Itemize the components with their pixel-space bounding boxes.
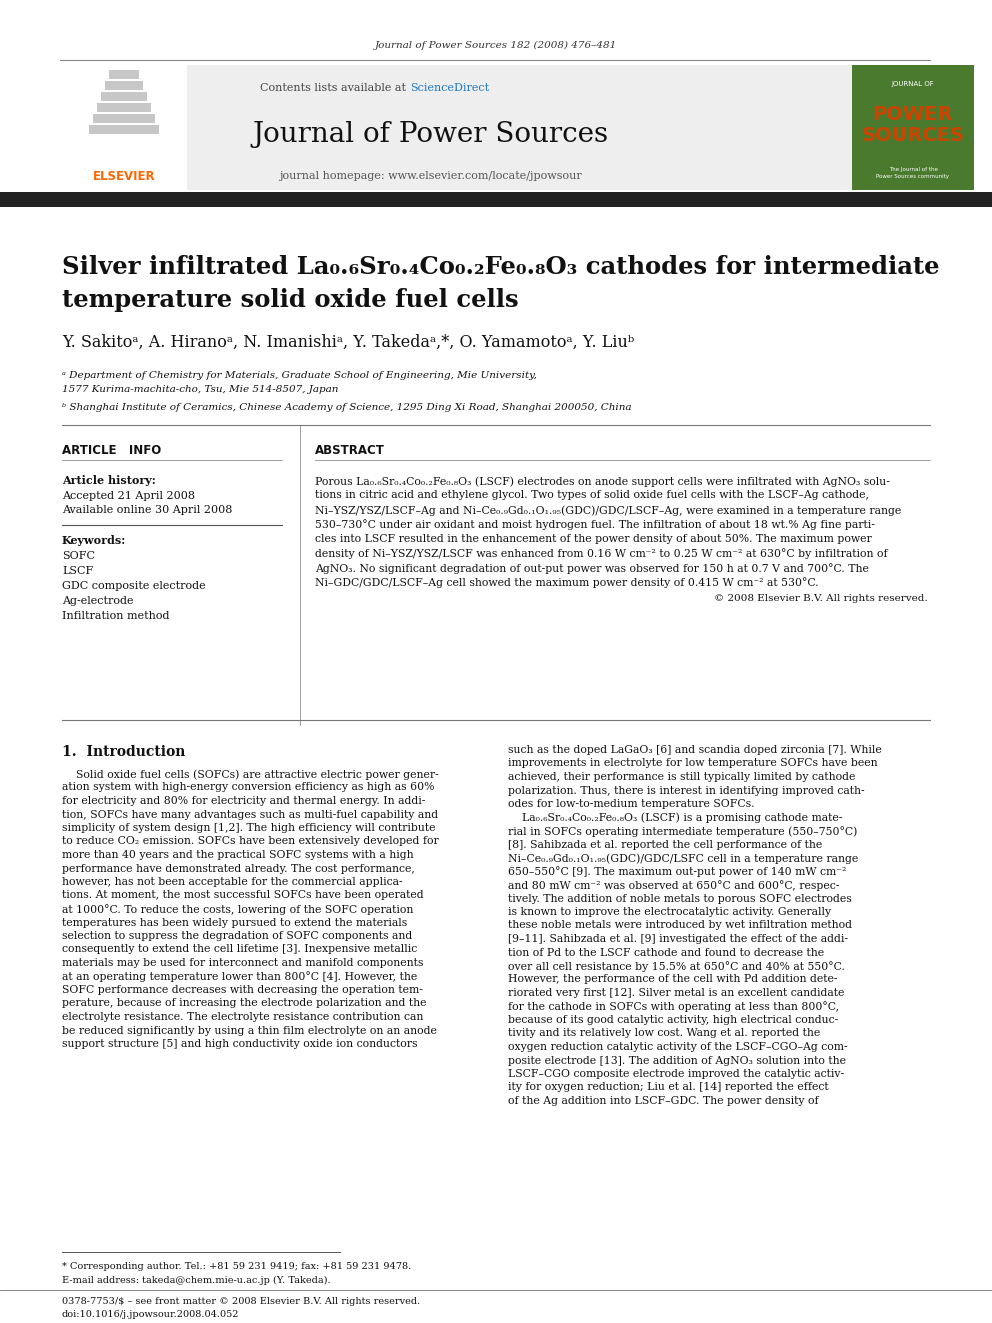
Text: odes for low-to-medium temperature SOFCs.: odes for low-to-medium temperature SOFCs… bbox=[508, 799, 755, 808]
Text: LSCF: LSCF bbox=[62, 566, 93, 576]
Text: Solid oxide fuel cells (SOFCs) are attractive electric power gener-: Solid oxide fuel cells (SOFCs) are attra… bbox=[62, 769, 438, 779]
Text: at 1000°C. To reduce the costs, lowering of the SOFC operation: at 1000°C. To reduce the costs, lowering… bbox=[62, 904, 414, 916]
Text: temperatures has been widely pursued to extend the materials: temperatures has been widely pursued to … bbox=[62, 917, 408, 927]
Text: tivity and its relatively low cost. Wang et al. reported the: tivity and its relatively low cost. Wang… bbox=[508, 1028, 820, 1039]
FancyBboxPatch shape bbox=[0, 192, 992, 206]
Text: ᵃ Department of Chemistry for Materials, Graduate School of Engineering, Mie Uni: ᵃ Department of Chemistry for Materials,… bbox=[62, 370, 537, 380]
Text: tively. The addition of noble metals to porous SOFC electrodes: tively. The addition of noble metals to … bbox=[508, 893, 852, 904]
Text: E-mail address: takeda@chem.mie-u.ac.jp (Y. Takeda).: E-mail address: takeda@chem.mie-u.ac.jp … bbox=[62, 1275, 330, 1285]
FancyBboxPatch shape bbox=[62, 65, 187, 191]
Text: selection to suppress the degradation of SOFC components and: selection to suppress the degradation of… bbox=[62, 931, 413, 941]
Text: ScienceDirect: ScienceDirect bbox=[410, 83, 489, 93]
Text: support structure [5] and high conductivity oxide ion conductors: support structure [5] and high conductiv… bbox=[62, 1039, 418, 1049]
Text: for the cathode in SOFCs with operating at less than 800°C,: for the cathode in SOFCs with operating … bbox=[508, 1002, 839, 1012]
Text: [9–11]. Sahibzada et al. [9] investigated the effect of the addi-: [9–11]. Sahibzada et al. [9] investigate… bbox=[508, 934, 848, 945]
Text: Article history:: Article history: bbox=[62, 475, 156, 486]
Text: [8]. Sahibzada et al. reported the cell performance of the: [8]. Sahibzada et al. reported the cell … bbox=[508, 840, 822, 849]
Text: posite electrode [13]. The addition of AgNO₃ solution into the: posite electrode [13]. The addition of A… bbox=[508, 1056, 846, 1065]
Text: However, the performance of the cell with Pd addition dete-: However, the performance of the cell wit… bbox=[508, 975, 837, 984]
Text: 650–550°C [9]. The maximum out-put power of 140 mW cm⁻²: 650–550°C [9]. The maximum out-put power… bbox=[508, 867, 846, 877]
Text: ABSTRACT: ABSTRACT bbox=[315, 443, 385, 456]
Text: of the Ag addition into LSCF–GDC. The power density of: of the Ag addition into LSCF–GDC. The po… bbox=[508, 1095, 818, 1106]
Text: tion of Pd to the LSCF cathode and found to decrease the: tion of Pd to the LSCF cathode and found… bbox=[508, 947, 824, 958]
Text: cles into LSCF resulted in the enhancement of the power density of about 50%. Th: cles into LSCF resulted in the enhanceme… bbox=[315, 534, 872, 544]
FancyBboxPatch shape bbox=[105, 81, 143, 90]
Text: improvements in electrolyte for low temperature SOFCs have been: improvements in electrolyte for low temp… bbox=[508, 758, 878, 769]
Text: Ni–Ce₀.₉Gd₀.₁O₁.₉₅(GDC)/GDC/LSFC cell in a temperature range: Ni–Ce₀.₉Gd₀.₁O₁.₉₅(GDC)/GDC/LSFC cell in… bbox=[508, 853, 858, 864]
FancyBboxPatch shape bbox=[97, 103, 151, 112]
Text: 1.  Introduction: 1. Introduction bbox=[62, 745, 186, 759]
Text: consequently to extend the cell lifetime [3]. Inexpensive metallic: consequently to extend the cell lifetime… bbox=[62, 945, 418, 954]
FancyBboxPatch shape bbox=[109, 70, 139, 79]
Text: Keywords:: Keywords: bbox=[62, 534, 126, 545]
Text: materials may be used for interconnect and manifold components: materials may be used for interconnect a… bbox=[62, 958, 424, 968]
Text: more than 40 years and the practical SOFC systems with a high: more than 40 years and the practical SOF… bbox=[62, 849, 414, 860]
Text: Contents lists available at: Contents lists available at bbox=[261, 83, 410, 93]
Text: to reduce CO₂ emission. SOFCs have been extensively developed for: to reduce CO₂ emission. SOFCs have been … bbox=[62, 836, 438, 847]
Text: journal homepage: www.elsevier.com/locate/jpowsour: journal homepage: www.elsevier.com/locat… bbox=[279, 171, 581, 181]
Text: achieved, their performance is still typically limited by cathode: achieved, their performance is still typ… bbox=[508, 773, 855, 782]
Text: oxygen reduction catalytic activity of the LSCF–CGO–Ag com-: oxygen reduction catalytic activity of t… bbox=[508, 1043, 847, 1052]
Text: at an operating temperature lower than 800°C [4]. However, the: at an operating temperature lower than 8… bbox=[62, 971, 418, 983]
Text: and 80 mW cm⁻² was observed at 650°C and 600°C, respec-: and 80 mW cm⁻² was observed at 650°C and… bbox=[508, 880, 839, 890]
Text: simplicity of system design [1,2]. The high efficiency will contribute: simplicity of system design [1,2]. The h… bbox=[62, 823, 435, 833]
Text: Y. Sakitoᵃ, A. Hiranoᵃ, N. Imanishiᵃ, Y. Takedaᵃ,*, O. Yamamotoᵃ, Y. Liuᵇ: Y. Sakitoᵃ, A. Hiranoᵃ, N. Imanishiᵃ, Y.… bbox=[62, 333, 634, 351]
Text: perature, because of increasing the electrode polarization and the: perature, because of increasing the elec… bbox=[62, 999, 427, 1008]
FancyBboxPatch shape bbox=[89, 124, 159, 134]
Text: because of its good catalytic activity, high electrical conduc-: because of its good catalytic activity, … bbox=[508, 1015, 838, 1025]
Text: Silver infiltrated La₀.₆Sr₀.₄Co₀.₂Fe₀.₈O₃ cathodes for intermediate: Silver infiltrated La₀.₆Sr₀.₄Co₀.₂Fe₀.₈O… bbox=[62, 255, 939, 279]
Text: temperature solid oxide fuel cells: temperature solid oxide fuel cells bbox=[62, 288, 519, 312]
Text: polarization. Thus, there is interest in identifying improved cath-: polarization. Thus, there is interest in… bbox=[508, 786, 865, 795]
Text: these noble metals were introduced by wet infiltration method: these noble metals were introduced by we… bbox=[508, 921, 852, 930]
Text: 0378-7753/$ – see front matter © 2008 Elsevier B.V. All rights reserved.: 0378-7753/$ – see front matter © 2008 El… bbox=[62, 1297, 421, 1306]
FancyBboxPatch shape bbox=[101, 93, 147, 101]
FancyBboxPatch shape bbox=[62, 65, 918, 191]
Text: ELSEVIER: ELSEVIER bbox=[92, 169, 156, 183]
Text: be reduced significantly by using a thin film electrolyte on an anode: be reduced significantly by using a thin… bbox=[62, 1025, 436, 1036]
Text: 1577 Kurima-machita-cho, Tsu, Mie 514-8507, Japan: 1577 Kurima-machita-cho, Tsu, Mie 514-85… bbox=[62, 385, 338, 394]
Text: POWER
SOURCES: POWER SOURCES bbox=[861, 106, 964, 144]
Text: rial in SOFCs operating intermediate temperature (550–750°C): rial in SOFCs operating intermediate tem… bbox=[508, 826, 857, 837]
Text: Journal of Power Sources 182 (2008) 476–481: Journal of Power Sources 182 (2008) 476–… bbox=[375, 41, 617, 49]
Text: however, has not been acceptable for the commercial applica-: however, has not been acceptable for the… bbox=[62, 877, 403, 886]
Text: is known to improve the electrocatalytic activity. Generally: is known to improve the electrocatalytic… bbox=[508, 908, 831, 917]
Text: ation system with high-energy conversion efficiency as high as 60%: ation system with high-energy conversion… bbox=[62, 782, 434, 792]
Text: Infiltration method: Infiltration method bbox=[62, 611, 170, 620]
Text: Porous La₀.₆Sr₀.₄Co₀.₂Fe₀.₈O₃ (LSCF) electrodes on anode support cells were infi: Porous La₀.₆Sr₀.₄Co₀.₂Fe₀.₈O₃ (LSCF) ele… bbox=[315, 476, 890, 487]
Text: AgNO₃. No significant degradation of out-put power was observed for 150 h at 0.7: AgNO₃. No significant degradation of out… bbox=[315, 564, 869, 574]
Text: over all cell resistance by 15.5% at 650°C and 40% at 550°C.: over all cell resistance by 15.5% at 650… bbox=[508, 960, 845, 972]
FancyBboxPatch shape bbox=[93, 114, 155, 123]
FancyBboxPatch shape bbox=[852, 65, 974, 191]
Text: for electricity and 80% for electricity and thermal energy. In addi-: for electricity and 80% for electricity … bbox=[62, 796, 426, 806]
Text: ᵇ Shanghai Institute of Ceramics, Chinese Academy of Science, 1295 Ding Xi Road,: ᵇ Shanghai Institute of Ceramics, Chines… bbox=[62, 402, 632, 411]
Text: such as the doped LaGaO₃ [6] and scandia doped zirconia [7]. While: such as the doped LaGaO₃ [6] and scandia… bbox=[508, 745, 882, 755]
Text: 530–730°C under air oxidant and moist hydrogen fuel. The infiltration of about 1: 530–730°C under air oxidant and moist hy… bbox=[315, 520, 875, 531]
Text: performance have demonstrated already. The cost performance,: performance have demonstrated already. T… bbox=[62, 864, 415, 873]
Text: doi:10.1016/j.jpowsour.2008.04.052: doi:10.1016/j.jpowsour.2008.04.052 bbox=[62, 1310, 239, 1319]
Text: tions in citric acid and ethylene glycol. Two types of solid oxide fuel cells wi: tions in citric acid and ethylene glycol… bbox=[315, 491, 869, 500]
Text: LSCF–CGO composite electrode improved the catalytic activ-: LSCF–CGO composite electrode improved th… bbox=[508, 1069, 844, 1080]
Text: JOURNAL OF: JOURNAL OF bbox=[892, 81, 934, 87]
Text: Available online 30 April 2008: Available online 30 April 2008 bbox=[62, 505, 232, 515]
Text: GDC composite electrode: GDC composite electrode bbox=[62, 581, 205, 591]
Text: SOFC performance decreases with decreasing the operation tem-: SOFC performance decreases with decreasi… bbox=[62, 986, 423, 995]
Text: * Corresponding author. Tel.: +81 59 231 9419; fax: +81 59 231 9478.: * Corresponding author. Tel.: +81 59 231… bbox=[62, 1262, 412, 1271]
Text: La₀.₆Sr₀.₄Co₀.₂Fe₀.₈O₃ (LSCF) is a promising cathode mate-: La₀.₆Sr₀.₄Co₀.₂Fe₀.₈O₃ (LSCF) is a promi… bbox=[508, 812, 842, 823]
Text: riorated very first [12]. Silver metal is an excellent candidate: riorated very first [12]. Silver metal i… bbox=[508, 988, 844, 998]
Text: ity for oxygen reduction; Liu et al. [14] reported the effect: ity for oxygen reduction; Liu et al. [14… bbox=[508, 1082, 828, 1093]
Text: tion, SOFCs have many advantages such as multi-fuel capability and: tion, SOFCs have many advantages such as… bbox=[62, 810, 438, 819]
Text: electrolyte resistance. The electrolyte resistance contribution can: electrolyte resistance. The electrolyte … bbox=[62, 1012, 424, 1021]
Text: tions. At moment, the most successful SOFCs have been operated: tions. At moment, the most successful SO… bbox=[62, 890, 424, 901]
Text: density of Ni–YSZ/YSZ/LSCF was enhanced from 0.16 W cm⁻² to 0.25 W cm⁻² at 630°C: density of Ni–YSZ/YSZ/LSCF was enhanced … bbox=[315, 549, 888, 560]
Text: The Journal of the
Power Sources community: The Journal of the Power Sources communi… bbox=[877, 168, 949, 179]
Text: Accepted 21 April 2008: Accepted 21 April 2008 bbox=[62, 491, 195, 501]
Text: SOFC: SOFC bbox=[62, 550, 95, 561]
Text: Ni–YSZ/YSZ/LSCF–Ag and Ni–Ce₀.₉Gd₀.₁O₁.₉₅(GDC)/GDC/LSCF–Ag, were examined in a t: Ni–YSZ/YSZ/LSCF–Ag and Ni–Ce₀.₉Gd₀.₁O₁.₉… bbox=[315, 505, 902, 516]
Text: Ag-electrode: Ag-electrode bbox=[62, 595, 134, 606]
Text: ARTICLE   INFO: ARTICLE INFO bbox=[62, 443, 162, 456]
Text: Ni–GDC/GDC/LSCF–Ag cell showed the maximum power density of 0.415 W cm⁻² at 530°: Ni–GDC/GDC/LSCF–Ag cell showed the maxim… bbox=[315, 578, 818, 589]
Text: Journal of Power Sources: Journal of Power Sources bbox=[252, 122, 608, 148]
Text: © 2008 Elsevier B.V. All rights reserved.: © 2008 Elsevier B.V. All rights reserved… bbox=[714, 594, 928, 603]
